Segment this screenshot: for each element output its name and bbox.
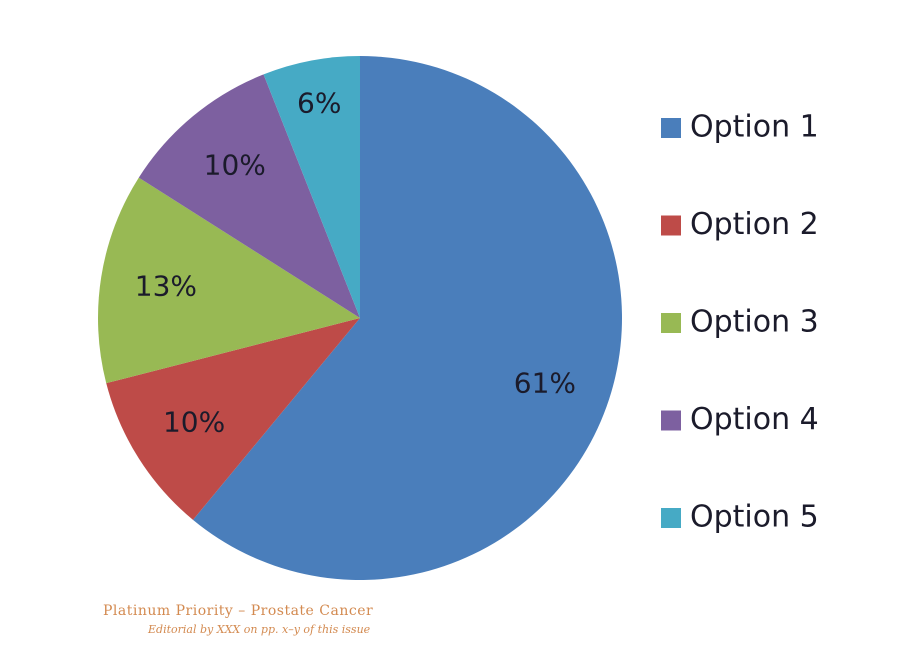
legend-label: Option 1	[690, 110, 819, 145]
data-label: 13%	[135, 269, 197, 302]
legend-label: Option 3	[690, 305, 819, 340]
legend-label: Option 2	[690, 207, 819, 242]
pie-slice	[98, 177, 361, 384]
legend-swatch	[661, 215, 681, 236]
legend-swatch	[661, 410, 681, 431]
legend-label: Option 4	[690, 402, 819, 437]
legend-swatch	[661, 118, 681, 138]
data-label: 61%	[514, 367, 576, 400]
footer-title: Platinum Priority – Prostate Cancer	[103, 603, 373, 619]
pie-slice	[263, 56, 360, 318]
legend-label: Option 5	[690, 500, 819, 535]
pie-slice	[138, 74, 360, 318]
data-label: 6%	[297, 86, 341, 119]
data-label: 10%	[204, 149, 266, 182]
pie-slice	[106, 318, 361, 520]
legend-swatch	[661, 508, 681, 528]
legend-swatch	[661, 313, 681, 333]
data-label: 10%	[163, 405, 225, 438]
footer-subtitle: Editorial by XXX on pp. x–y of this issu…	[147, 623, 371, 636]
pie-slice	[192, 56, 623, 580]
